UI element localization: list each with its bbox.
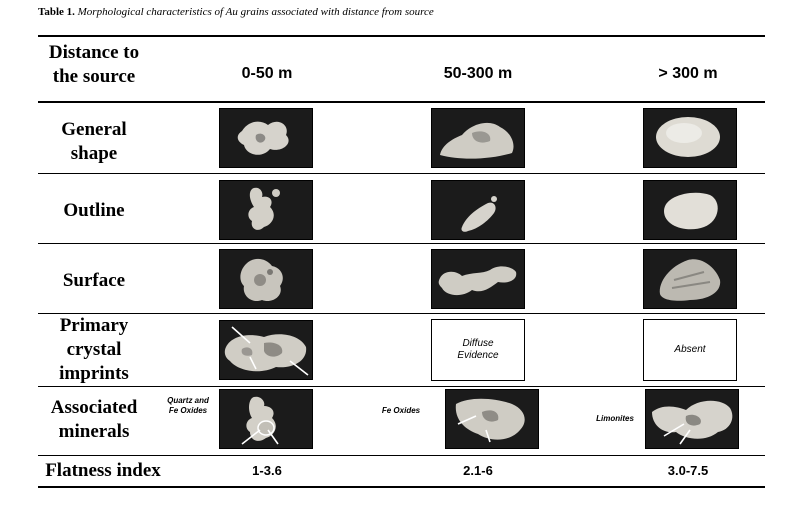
gold-grain-photo	[643, 249, 737, 309]
gold-grain-photo	[643, 180, 737, 240]
row-rule	[38, 386, 765, 387]
gold-grain-photo	[431, 249, 525, 309]
flatness-value-col2: 2.1-6	[463, 463, 493, 478]
imprints-cell-diffuse: Diffuse Evidence	[431, 319, 525, 381]
gold-grain-photo	[445, 389, 539, 449]
mineral-label-col2: Fe Oxides	[381, 406, 421, 415]
row-label-primary-crystal-imprints: Primary crystal imprints	[59, 315, 129, 384]
flatness-value-col1: 1-3.6	[252, 463, 282, 478]
caption-text: Morphological characteristics of Au grai…	[77, 6, 434, 18]
bottom-rule	[38, 486, 765, 488]
col-header-1: 0-50 m	[241, 65, 293, 82]
header-rule	[38, 101, 765, 103]
row-label-general-shape: General shape	[61, 119, 127, 164]
gold-grain-photo	[219, 249, 313, 309]
row-rule	[38, 173, 765, 174]
row-rule	[38, 313, 765, 314]
row-label-flatness-index: Flatness index	[45, 460, 161, 481]
gold-grain-photo	[219, 320, 313, 380]
row-label-surface: Surface	[62, 270, 126, 291]
gold-grain-photo	[219, 389, 313, 449]
gold-grain-photo	[431, 108, 525, 168]
flatness-value-col3: 3.0-7.5	[667, 463, 709, 478]
mineral-label-col3: Limonites	[596, 414, 634, 423]
row-rule	[38, 455, 765, 456]
top-rule	[38, 35, 765, 37]
caption-label: Table 1.	[38, 6, 75, 18]
gold-grain-photo	[219, 108, 313, 168]
imprints-diffuse-text: Diffuse Evidence	[457, 338, 499, 361]
mineral-label-col1: Quartz and Fe Oxides	[167, 396, 209, 415]
col-header-3: > 300 m	[658, 65, 718, 82]
table-caption: Table 1. Morphological characteristics o…	[38, 6, 434, 18]
gold-grain-photo	[643, 108, 737, 168]
gold-grain-photo	[219, 180, 313, 240]
row-label-associated-minerals: Associated minerals	[50, 397, 138, 442]
row-rule	[38, 243, 765, 244]
imprints-absent-text: Absent	[674, 344, 706, 355]
gold-grain-photo	[431, 180, 525, 240]
gold-grain-photo	[645, 389, 739, 449]
col-header-2: 50-300 m	[443, 65, 513, 82]
row-label-outline: Outline	[63, 200, 125, 221]
header-row-title: Distance to the source	[48, 42, 140, 87]
imprints-cell-absent: Absent	[643, 319, 737, 381]
